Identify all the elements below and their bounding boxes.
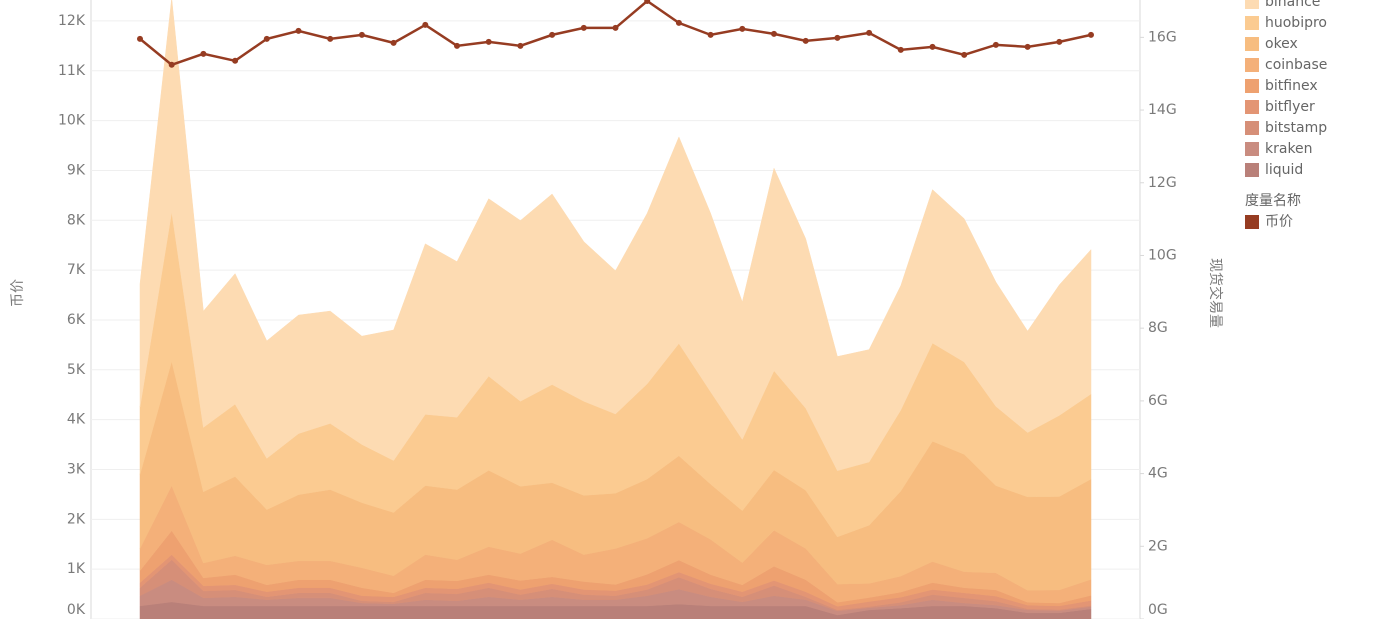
y-tick-label: 11K (58, 63, 86, 79)
legend-label: 币价 (1265, 214, 1293, 230)
area (139, 0, 1092, 471)
legend-label: huobipro (1265, 15, 1327, 31)
legend-swatch (1245, 16, 1259, 30)
price-point (675, 19, 682, 26)
price-point (802, 37, 809, 44)
y-tick-label: 8K (67, 212, 86, 228)
y-tick-label: 0K (67, 602, 86, 618)
price-point (834, 34, 841, 41)
price-point (168, 61, 175, 68)
price-point (422, 21, 429, 28)
price-point (612, 24, 619, 31)
areas (139, 0, 1092, 619)
y-tick-label: 12K (58, 13, 86, 29)
price-point (644, 0, 651, 4)
y2-tick-label: 8G (1148, 320, 1168, 336)
price-point (549, 31, 556, 38)
price-point (390, 39, 397, 46)
y2-tick-label: 2G (1148, 538, 1168, 554)
price-point (263, 35, 270, 42)
y2-tick-label: 10G (1148, 247, 1177, 263)
legend-swatch (1245, 37, 1259, 51)
legend-label: liquid (1265, 162, 1303, 178)
legend-label: bitfinex (1265, 78, 1318, 94)
price-point (517, 42, 524, 49)
legend-swatch (1245, 163, 1259, 177)
legend-swatch (1245, 100, 1259, 114)
price-point (1088, 31, 1094, 38)
y2-tick-label: 0G (1148, 602, 1168, 618)
price-point (137, 35, 143, 42)
y2-tick-label: 4G (1148, 466, 1168, 482)
price-point (454, 42, 460, 49)
y-tick-label: 5K (67, 362, 86, 378)
y-tick-label: 9K (67, 162, 86, 178)
price-point (707, 31, 714, 38)
legend-label: coinbase (1265, 57, 1327, 73)
price-point (358, 31, 365, 38)
y2-axis-title: 现货交易量 (1207, 258, 1224, 328)
y-axis-title: 币价 (10, 279, 26, 307)
price-point (295, 27, 302, 34)
legend-swatch (1245, 121, 1259, 135)
legend-label: bitstamp (1265, 120, 1327, 136)
y-tick-label: 1K (67, 561, 86, 577)
price-point (739, 25, 746, 32)
legend-swatch (1245, 0, 1259, 9)
legend-swatch (1245, 58, 1259, 72)
price-point (200, 50, 207, 57)
legend-label: okex (1265, 36, 1298, 52)
legend-label: binance (1265, 0, 1320, 10)
y-tick-label: 10K (58, 113, 86, 129)
y-tick-label: 6K (67, 312, 86, 328)
price-point (866, 29, 873, 36)
price-point (897, 46, 904, 53)
price-point (485, 38, 492, 45)
legend-swatch (1245, 142, 1259, 156)
y-tick-label: 7K (67, 262, 86, 278)
price-point (580, 24, 587, 31)
price-line (139, 0, 1092, 67)
legend-label: kraken (1265, 141, 1313, 157)
price-point (992, 41, 999, 48)
y-tick-label: 4K (67, 412, 86, 428)
price-point (232, 57, 239, 64)
price-point (961, 51, 968, 58)
price-point (771, 30, 777, 37)
price-point (1056, 38, 1063, 45)
legend-title: 度量名称 (1245, 193, 1301, 209)
price-point (1024, 43, 1031, 50)
legend-swatch (1245, 215, 1259, 229)
y-tick-label: 2K (67, 511, 86, 527)
y2-tick-label: 12G (1148, 175, 1177, 191)
y2-tick-label: 16G (1148, 29, 1177, 45)
y-tick-label: 3K (67, 461, 86, 477)
price-point (929, 43, 936, 50)
legend-label: bitflyer (1265, 99, 1315, 115)
y2-tick-label: 14G (1148, 102, 1177, 118)
y2-tick-label: 6G (1148, 393, 1168, 409)
price-point (327, 35, 334, 42)
legend-swatch (1245, 79, 1259, 93)
